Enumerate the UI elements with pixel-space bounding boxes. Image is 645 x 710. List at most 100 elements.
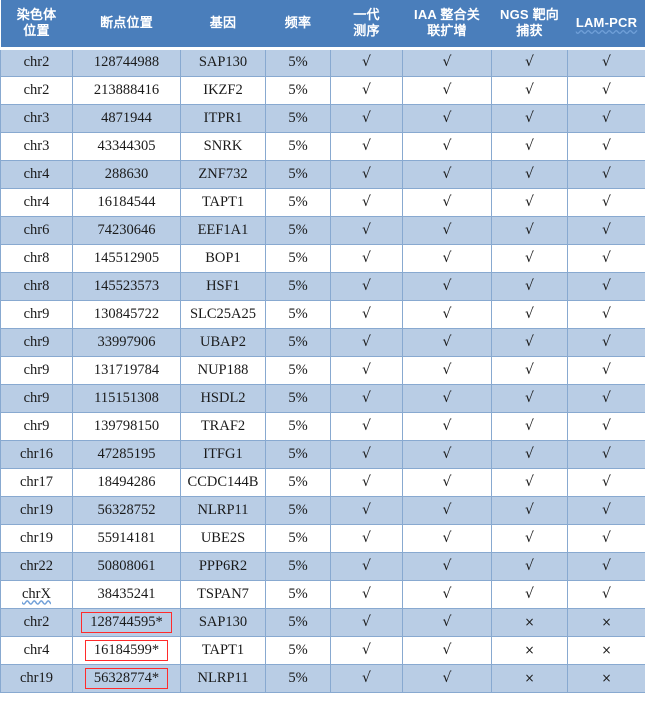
cell-iaa-integration-amplification: √ (402, 580, 492, 609)
cell-sanger-sequencing: √ (330, 580, 403, 609)
table-row: chr8 145523573 HSF1 5% √ √ √ √ (0, 272, 645, 301)
cross-icon: × (524, 670, 535, 685)
cell-lam-pcr: √ (567, 188, 645, 217)
cell-ngs-targeted-capture: √ (491, 524, 568, 553)
check-icon: √ (362, 249, 371, 266)
cell-gene: SNRK (180, 132, 266, 161)
table-header: 染色体 位置 断点位置 基因 频率 一代 测序 IAA 整合关 联扩增 NGS 靶向 捕获 LAM-P… (0, 0, 645, 48)
cell-sanger-sequencing: √ (330, 636, 403, 665)
column-header-ngs_targeted_capture: NGS 靶向 捕获 (491, 0, 568, 48)
cell-ngs-targeted-capture: √ (491, 48, 568, 77)
check-icon: √ (442, 109, 452, 126)
cell-gene: NUP188 (180, 356, 266, 385)
cell-iaa-integration-amplification: √ (402, 664, 492, 693)
cell-breakpoint-position: 139798150 (72, 412, 181, 441)
table-row: chr2 128744595* SAP130 5% √ √ × × (0, 608, 645, 637)
table-row: chr9 33997906 UBAP2 5% √ √ √ √ (0, 328, 645, 357)
cell-ngs-targeted-capture: √ (491, 552, 568, 581)
cell-ngs-targeted-capture: × (491, 608, 568, 637)
cell-chromosome-position: chrX (0, 580, 73, 609)
check-icon: √ (442, 305, 452, 322)
chromosome-label: chr2 (23, 81, 50, 98)
cell-lam-pcr: √ (567, 216, 645, 245)
cell-iaa-integration-amplification: √ (402, 48, 492, 77)
check-icon: √ (442, 277, 452, 294)
cell-ngs-targeted-capture: × (491, 664, 568, 693)
check-icon: √ (602, 249, 611, 266)
chromosome-label: chr4 (23, 165, 50, 182)
chromosome-label: chr8 (23, 277, 50, 294)
check-icon: √ (362, 361, 371, 378)
cell-breakpoint-position: 131719784 (72, 356, 181, 385)
cell-sanger-sequencing: √ (330, 552, 403, 581)
column-header-sanger_sequencing: 一代 测序 (330, 0, 403, 48)
cell-chromosome-position: chr3 (0, 104, 73, 133)
table-row: chr9 139798150 TRAF2 5% √ √ √ √ (0, 412, 645, 441)
cell-sanger-sequencing: √ (330, 300, 403, 329)
check-icon: √ (525, 585, 534, 602)
cell-ngs-targeted-capture: √ (491, 272, 568, 301)
cell-iaa-integration-amplification: √ (402, 188, 492, 217)
check-icon: √ (602, 557, 611, 574)
column-header-line: 断点位置 (100, 15, 153, 31)
check-icon: √ (602, 417, 611, 434)
check-icon: √ (362, 81, 371, 98)
cell-chromosome-position: chr16 (0, 440, 73, 469)
cell-frequency: 5% (265, 244, 331, 273)
cell-sanger-sequencing: √ (330, 76, 403, 105)
check-icon: √ (525, 529, 534, 546)
cell-frequency: 5% (265, 272, 331, 301)
cell-iaa-integration-amplification: √ (402, 496, 492, 525)
breakpoint-value: 213888416 (93, 81, 160, 98)
check-icon: √ (525, 54, 534, 70)
header-row: 染色体 位置 断点位置 基因 频率 一代 测序 IAA 整合关 联扩增 NGS 靶向 捕获 LAM-P… (0, 0, 645, 48)
check-icon: √ (442, 501, 452, 518)
column-header-line: 捕获 (516, 23, 543, 39)
cell-ngs-targeted-capture: √ (491, 468, 568, 497)
cell-frequency: 5% (265, 160, 331, 189)
check-icon: √ (525, 109, 534, 126)
check-icon: √ (602, 501, 611, 518)
column-header-iaa_integration_amplification: IAA 整合关 联扩增 (402, 0, 492, 48)
check-icon: √ (442, 445, 452, 462)
check-icon: √ (442, 221, 452, 238)
cell-gene: PPP6R2 (180, 552, 266, 581)
chromosome-label: chr6 (23, 221, 50, 238)
breakpoint-value: 115151308 (94, 389, 159, 406)
column-header-line: LAM-PCR (575, 15, 638, 31)
cell-chromosome-position: chr22 (0, 552, 73, 581)
cell-iaa-integration-amplification: √ (402, 244, 492, 273)
table-row: chr6 74230646 EEF1A1 5% √ √ √ √ (0, 216, 645, 245)
check-icon: √ (442, 585, 452, 602)
breakpoint-value: 56328752 (97, 501, 156, 518)
cell-iaa-integration-amplification: √ (402, 104, 492, 133)
cell-frequency: 5% (265, 356, 331, 385)
table-row: chr4 16184599* TAPT1 5% √ √ × × (0, 636, 645, 665)
cell-frequency: 5% (265, 608, 331, 637)
check-icon: √ (525, 137, 534, 154)
cell-gene: TSPAN7 (180, 580, 266, 609)
cell-gene: IKZF2 (180, 76, 266, 105)
cell-iaa-integration-amplification: √ (402, 356, 492, 385)
cell-frequency: 5% (265, 412, 331, 441)
cell-iaa-integration-amplification: √ (402, 300, 492, 329)
cell-frequency: 5% (265, 636, 331, 665)
check-icon: √ (602, 389, 611, 406)
check-icon: √ (602, 585, 611, 602)
cell-frequency: 5% (265, 440, 331, 469)
check-icon: √ (602, 193, 611, 210)
cell-breakpoint-position: 16184599* (72, 636, 181, 665)
breakpoint-highlight-box: 56328774* (84, 667, 169, 689)
cell-ngs-targeted-capture: √ (491, 188, 568, 217)
cell-chromosome-position: chr4 (0, 188, 73, 217)
cell-gene: UBAP2 (180, 328, 266, 357)
cell-frequency: 5% (265, 300, 331, 329)
check-icon: √ (442, 641, 452, 658)
chromosome-label: chr4 (23, 641, 50, 658)
table-row: chr16 47285195 ITFG1 5% √ √ √ √ (0, 440, 645, 469)
chromosome-label: chr9 (23, 417, 50, 434)
cell-sanger-sequencing: √ (330, 384, 403, 413)
column-header-line: 染色体 (16, 7, 57, 23)
chromosome-label: chr16 (19, 445, 53, 462)
cell-ngs-targeted-capture: √ (491, 160, 568, 189)
